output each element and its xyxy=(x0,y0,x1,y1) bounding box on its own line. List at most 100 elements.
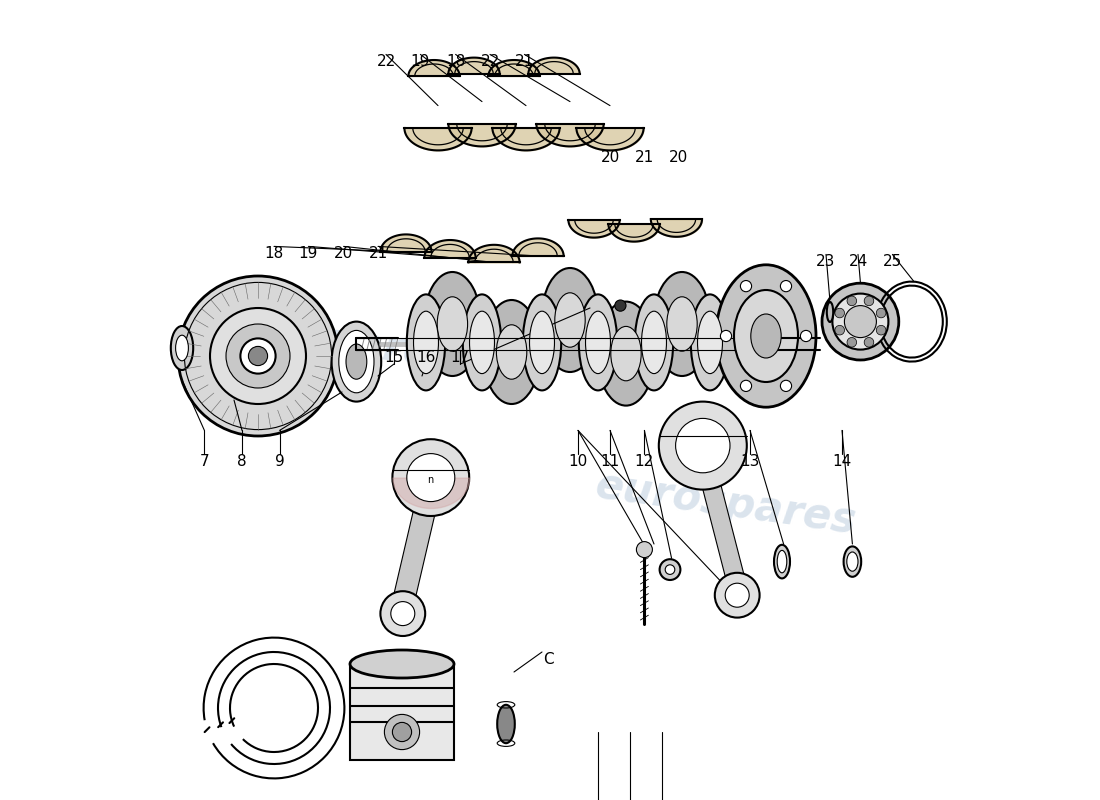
Text: eurospares: eurospares xyxy=(192,301,459,379)
Circle shape xyxy=(740,281,751,292)
Ellipse shape xyxy=(716,265,816,407)
Text: 15: 15 xyxy=(384,350,404,366)
Circle shape xyxy=(390,602,415,626)
Circle shape xyxy=(847,338,857,347)
Circle shape xyxy=(740,380,751,391)
Text: 7: 7 xyxy=(199,454,209,470)
Text: 8: 8 xyxy=(238,454,246,470)
Text: 21: 21 xyxy=(368,246,387,262)
Text: 22: 22 xyxy=(376,54,396,70)
Ellipse shape xyxy=(597,302,654,406)
Circle shape xyxy=(780,380,792,391)
Text: 10: 10 xyxy=(569,454,587,470)
Text: 19: 19 xyxy=(299,246,318,262)
Ellipse shape xyxy=(653,272,711,376)
Text: 16: 16 xyxy=(416,350,436,366)
Ellipse shape xyxy=(424,272,481,376)
Text: 19: 19 xyxy=(410,54,430,70)
Ellipse shape xyxy=(407,294,446,390)
Ellipse shape xyxy=(414,311,439,374)
Ellipse shape xyxy=(346,344,366,379)
Text: 9: 9 xyxy=(275,454,285,470)
Polygon shape xyxy=(392,484,442,604)
Circle shape xyxy=(210,308,306,404)
Text: 20: 20 xyxy=(601,150,619,166)
Text: n: n xyxy=(427,475,433,485)
Circle shape xyxy=(865,338,873,347)
Circle shape xyxy=(615,300,626,311)
Ellipse shape xyxy=(641,311,667,374)
Circle shape xyxy=(845,306,877,338)
Text: 21: 21 xyxy=(515,54,534,70)
Circle shape xyxy=(241,338,276,374)
Ellipse shape xyxy=(339,330,374,393)
Text: 25: 25 xyxy=(883,254,902,270)
Ellipse shape xyxy=(470,311,495,374)
Ellipse shape xyxy=(170,326,194,370)
Circle shape xyxy=(226,324,290,388)
Circle shape xyxy=(865,296,873,306)
Circle shape xyxy=(715,573,760,618)
Circle shape xyxy=(877,326,886,335)
Text: 22: 22 xyxy=(481,54,499,70)
Text: 12: 12 xyxy=(635,454,654,470)
Text: 18: 18 xyxy=(264,246,284,262)
Circle shape xyxy=(675,418,730,473)
Ellipse shape xyxy=(697,311,723,374)
Circle shape xyxy=(801,330,812,342)
Text: C: C xyxy=(543,652,554,667)
Circle shape xyxy=(407,454,454,502)
Ellipse shape xyxy=(497,705,515,743)
Circle shape xyxy=(835,326,845,335)
Text: 14: 14 xyxy=(833,454,851,470)
Circle shape xyxy=(877,308,886,318)
Text: 24: 24 xyxy=(848,254,868,270)
Ellipse shape xyxy=(463,294,502,390)
Circle shape xyxy=(660,559,681,580)
Text: eurospares: eurospares xyxy=(593,465,859,543)
Ellipse shape xyxy=(350,650,454,678)
Circle shape xyxy=(381,591,426,636)
Ellipse shape xyxy=(541,268,598,372)
Ellipse shape xyxy=(483,300,540,404)
Ellipse shape xyxy=(844,546,861,577)
Ellipse shape xyxy=(579,294,617,390)
Text: 21: 21 xyxy=(635,150,654,166)
Circle shape xyxy=(393,439,470,516)
Text: 20: 20 xyxy=(669,150,689,166)
Polygon shape xyxy=(350,664,454,760)
Circle shape xyxy=(249,346,267,366)
Text: 11: 11 xyxy=(601,454,619,470)
Ellipse shape xyxy=(496,325,527,379)
Ellipse shape xyxy=(176,335,188,361)
Ellipse shape xyxy=(585,311,611,374)
Circle shape xyxy=(637,542,652,558)
Ellipse shape xyxy=(691,294,729,390)
Circle shape xyxy=(780,281,792,292)
Ellipse shape xyxy=(331,322,382,402)
Circle shape xyxy=(720,330,732,342)
Ellipse shape xyxy=(610,326,641,381)
Ellipse shape xyxy=(847,552,858,571)
Ellipse shape xyxy=(778,550,786,573)
Circle shape xyxy=(833,294,889,350)
Polygon shape xyxy=(693,452,747,586)
Ellipse shape xyxy=(751,314,781,358)
Circle shape xyxy=(847,296,857,306)
Ellipse shape xyxy=(667,297,697,351)
Circle shape xyxy=(393,722,411,742)
Ellipse shape xyxy=(827,302,833,322)
Circle shape xyxy=(666,565,674,574)
Circle shape xyxy=(835,308,845,318)
Circle shape xyxy=(822,283,899,360)
Circle shape xyxy=(725,583,749,607)
Ellipse shape xyxy=(522,294,561,390)
Text: 13: 13 xyxy=(740,454,760,470)
Ellipse shape xyxy=(734,290,798,382)
Text: 18: 18 xyxy=(446,54,465,70)
Ellipse shape xyxy=(774,545,790,578)
Ellipse shape xyxy=(554,293,585,347)
Ellipse shape xyxy=(437,297,468,351)
Circle shape xyxy=(384,714,419,750)
Text: 20: 20 xyxy=(334,246,353,262)
